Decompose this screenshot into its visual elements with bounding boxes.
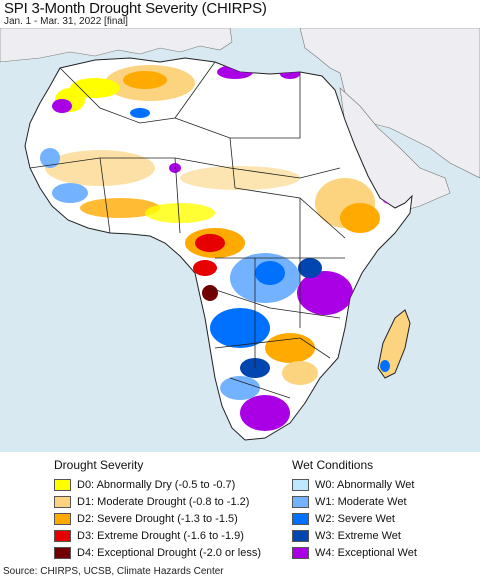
legend-drought-heading: Drought Severity [54, 458, 144, 472]
map-subtitle: Jan. 1 - Mar. 31, 2022 [final] [4, 16, 128, 27]
wet-area [52, 99, 72, 113]
legend-wet-heading: Wet Conditions [292, 458, 374, 472]
country-borders [29, 61, 346, 399]
wet-area [40, 148, 60, 168]
legend-label: D1: Moderate Drought (-0.8 to -1.2) [77, 495, 250, 508]
drought-area [70, 78, 120, 98]
legend-swatch [292, 495, 309, 508]
drought-area [80, 198, 160, 218]
legend-label: D3: Extreme Drought (-1.6 to -1.9) [77, 529, 244, 542]
wet-area [220, 376, 260, 400]
legend-label: W0: Abnormally Wet [315, 478, 415, 491]
legend-wet: Wet Conditions W0: Abnormally Wet W1: Mo… [292, 458, 417, 561]
legend-label: W1: Moderate Wet [315, 495, 407, 508]
legend-swatch [54, 529, 71, 542]
legend-swatch [292, 546, 309, 559]
legend-item-d4: D4: Exceptional Drought (-2.0 or less) [54, 544, 261, 561]
wet-area [210, 308, 270, 348]
legend-label: D2: Severe Drought (-1.3 to -1.5) [77, 512, 238, 525]
drought-map [0, 28, 480, 460]
wet-area [255, 261, 285, 285]
europe-landmass [0, 28, 233, 63]
africa-map-svg [0, 28, 480, 460]
legend-item-d2: D2: Severe Drought (-1.3 to -1.5) [54, 510, 261, 527]
wet-area [297, 271, 353, 315]
drought-area [195, 234, 225, 252]
drought-area [282, 361, 318, 385]
legend-item-w3: W3: Extreme Wet [292, 527, 417, 544]
wet-area [298, 258, 322, 278]
legend-item-w1: W1: Moderate Wet [292, 493, 417, 510]
legend-item-d1: D1: Moderate Drought (-0.8 to -1.2) [54, 493, 261, 510]
legend-item-d3: D3: Extreme Drought (-1.6 to -1.9) [54, 527, 261, 544]
legend-label: W4: Exceptional Wet [315, 546, 417, 559]
drought-area [145, 203, 215, 223]
drought-area [45, 150, 155, 186]
legend-drought: Drought Severity D0: Abnormally Dry (-0.… [54, 458, 261, 561]
legend-item-d0: D0: Abnormally Dry (-0.5 to -0.7) [54, 476, 261, 493]
legend-swatch [292, 529, 309, 542]
wet-area [52, 183, 88, 203]
drought-area [180, 166, 300, 190]
legend-label: W3: Extreme Wet [315, 529, 401, 542]
drought-area [265, 333, 315, 363]
legend: Drought Severity D0: Abnormally Dry (-0.… [0, 452, 480, 564]
map-title: SPI 3-Month Drought Severity (CHIRPS) [4, 0, 267, 17]
drought-area [340, 203, 380, 233]
legend-item-w2: W2: Severe Wet [292, 510, 417, 527]
legend-label: D0: Abnormally Dry (-0.5 to -0.7) [77, 478, 236, 491]
wet-area [240, 395, 290, 431]
drought-area [193, 260, 217, 276]
legend-swatch [54, 546, 71, 559]
legend-swatch [292, 512, 309, 525]
wet-area [130, 108, 150, 118]
legend-item-w4: W4: Exceptional Wet [292, 544, 417, 561]
wet-area [169, 163, 181, 173]
legend-item-w0: W0: Abnormally Wet [292, 476, 417, 493]
legend-swatch [54, 478, 71, 491]
drought-area [202, 285, 218, 301]
wet-area [380, 360, 390, 372]
legend-swatch [292, 478, 309, 491]
source-credit: Source: CHIRPS, UCSB, Climate Hazards Ce… [3, 566, 224, 577]
legend-label: D4: Exceptional Drought (-2.0 or less) [77, 546, 262, 559]
legend-swatch [54, 512, 71, 525]
legend-swatch [54, 495, 71, 508]
legend-label: W2: Severe Wet [315, 512, 395, 525]
drought-area [123, 71, 167, 89]
